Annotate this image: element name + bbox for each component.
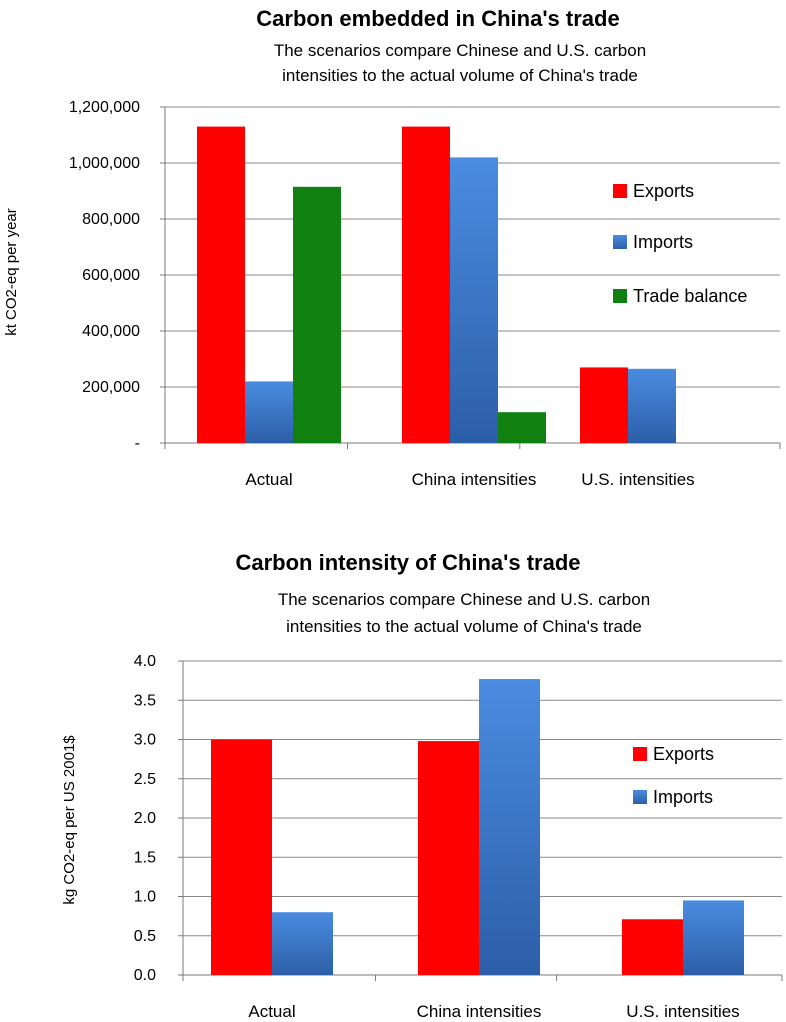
- bar-trade_balance-0: [293, 186, 341, 444]
- chart-2-legend: Exports Imports: [633, 744, 714, 807]
- legend-swatch-exports: [633, 747, 647, 761]
- legend-label-trade_balance: Trade balance: [633, 286, 747, 306]
- y-tick-label: 800,000: [82, 211, 140, 228]
- chart-1: Carbon embedded in China's trade The sce…: [3, 6, 781, 489]
- chart-2: Carbon intensity of China's trade The sc…: [61, 550, 783, 1021]
- y-tick-label: 1,200,000: [69, 99, 140, 116]
- chart-2-bars: [211, 679, 744, 975]
- category-label: Actual: [248, 1002, 295, 1021]
- category-label: China intensities: [412, 470, 537, 489]
- chart-2-title: Carbon intensity of China's trade: [235, 550, 580, 575]
- y-tick-label: 1.0: [134, 889, 156, 906]
- bar-imports-0: [245, 381, 293, 443]
- chart-2-category-labels: Actual China intensities U.S. intensities: [248, 1002, 739, 1021]
- y-tick-label: 2.0: [134, 810, 156, 827]
- chart-1-bars: [197, 126, 676, 444]
- y-tick-label: 0.0: [134, 967, 156, 984]
- bar-imports-1: [450, 157, 498, 443]
- y-tick-label: 4.0: [134, 653, 156, 670]
- chart-1-subtitle-line-1: The scenarios compare Chinese and U.S. c…: [274, 41, 646, 60]
- legend-label-imports: Imports: [633, 232, 693, 252]
- bar-trade_balance-1: [498, 412, 546, 443]
- y-tick-label: 1,000,000: [69, 155, 140, 172]
- legend-swatch-imports: [633, 790, 647, 804]
- chart-1-legend: Exports Imports Trade balance: [613, 181, 747, 306]
- legend-label-imports: Imports: [653, 787, 713, 807]
- category-label: U.S. intensities: [626, 1002, 739, 1021]
- bar-imports-0: [272, 912, 333, 975]
- chart-2-y-ticks: 0.0 0.5 1.0 1.5 2.0 2.5 3.0 3.5 4.0: [134, 653, 156, 984]
- y-tick-label: 3.0: [134, 732, 156, 749]
- bar-exports-0: [211, 739, 272, 975]
- chart-1-y-ticks: - 200,000 400,000 600,000 800,000 1,000,000 1,…: [69, 99, 140, 452]
- legend-label-exports: Exports: [633, 181, 694, 201]
- legend-swatch-exports: [613, 184, 627, 198]
- y-tick-label: 1.5: [134, 849, 156, 866]
- y-tick-label: 200,000: [82, 379, 140, 396]
- bar-exports-1: [418, 741, 479, 975]
- y-tick-label: 2.5: [134, 771, 156, 788]
- bar-imports-2: [628, 368, 676, 443]
- chart-1-subtitle-line-2: intensities to the actual volume of Chin…: [282, 66, 638, 85]
- chart-1-title: Carbon embedded in China's trade: [256, 6, 619, 31]
- bar-exports-2: [622, 919, 683, 975]
- legend-swatch-trade_balance: [613, 289, 627, 303]
- y-tick-label: 3.5: [134, 692, 156, 709]
- legend-label-exports: Exports: [653, 744, 714, 764]
- chart-1-category-labels: Actual China intensities U.S. intensities: [245, 470, 694, 489]
- category-label: China intensities: [417, 1002, 542, 1021]
- bar-imports-1: [479, 679, 540, 975]
- bar-exports-0: [197, 126, 245, 443]
- y-tick-label: 0.5: [134, 928, 156, 945]
- bar-exports-2: [580, 367, 628, 443]
- y-tick-label: -: [135, 435, 140, 452]
- category-label: U.S. intensities: [581, 470, 694, 489]
- y-tick-label: 600,000: [82, 267, 140, 284]
- chart-2-subtitle-line-2: intensities to the actual volume of Chin…: [286, 617, 642, 636]
- bar-imports-2: [683, 900, 744, 975]
- chart-1-y-axis-label: kt CO2-eq per year: [3, 208, 20, 336]
- bar-exports-1: [402, 126, 450, 443]
- chart-2-y-axis-label: kg CO2-eq per US 2001$: [61, 735, 78, 905]
- y-tick-label: 400,000: [82, 323, 140, 340]
- legend-swatch-imports: [613, 235, 627, 249]
- chart-2-subtitle-line-1: The scenarios compare Chinese and U.S. c…: [278, 590, 650, 609]
- category-label: Actual: [245, 470, 292, 489]
